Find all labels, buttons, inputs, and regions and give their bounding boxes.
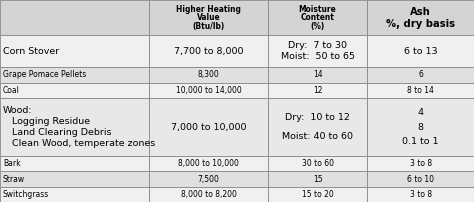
Text: Bark: Bark (3, 159, 20, 168)
Text: Coal: Coal (3, 86, 20, 95)
Bar (268, 35, 367, 67)
Text: 15: 15 (313, 175, 322, 184)
Text: 8,300: 8,300 (198, 70, 219, 79)
Bar (149, 35, 268, 67)
Text: 8,000 to 10,000: 8,000 to 10,000 (178, 159, 239, 168)
Text: 30 to 60: 30 to 60 (301, 159, 334, 168)
Bar (268, 83, 367, 98)
Text: Dry:  7 to 30: Dry: 7 to 30 (288, 41, 347, 50)
Bar (0, 35, 149, 67)
Text: 3 to 8: 3 to 8 (410, 159, 432, 168)
Bar (149, 0, 268, 35)
Text: Ash: Ash (410, 7, 431, 17)
Text: 7,000 to 10,000: 7,000 to 10,000 (171, 123, 246, 132)
Bar (0, 98, 149, 156)
Text: (Btu/lb): (Btu/lb) (192, 22, 225, 31)
Text: (%): (%) (310, 22, 325, 31)
Bar (0, 67, 149, 83)
Text: %, dry basis: %, dry basis (386, 19, 455, 28)
Text: 0.1 to 1: 0.1 to 1 (402, 137, 439, 146)
Text: Grape Pomace Pellets: Grape Pomace Pellets (3, 70, 86, 79)
Text: Wood:: Wood: (3, 106, 32, 115)
Bar (367, 171, 474, 187)
Text: 7,500: 7,500 (198, 175, 219, 184)
Text: 8,000 to 8,200: 8,000 to 8,200 (181, 190, 237, 199)
Bar (268, 0, 367, 35)
Text: Value: Value (197, 13, 220, 22)
Bar (149, 187, 268, 202)
Text: 7,700 to 8,000: 7,700 to 8,000 (174, 47, 243, 56)
Text: 4: 4 (418, 108, 424, 117)
Text: 6 to 10: 6 to 10 (407, 175, 434, 184)
Bar (149, 156, 268, 171)
Text: Corn Stover: Corn Stover (3, 47, 59, 56)
Bar (268, 156, 367, 171)
Text: Dry:  10 to 12: Dry: 10 to 12 (285, 113, 350, 122)
Bar (149, 171, 268, 187)
Bar (367, 156, 474, 171)
Text: 6: 6 (418, 70, 423, 79)
Bar (0, 171, 149, 187)
Text: Moist:  50 to 65: Moist: 50 to 65 (281, 52, 355, 61)
Bar (268, 187, 367, 202)
Text: Logging Residue: Logging Residue (3, 117, 90, 126)
Bar (0, 0, 149, 35)
Bar (268, 67, 367, 83)
Text: Switchgrass: Switchgrass (3, 190, 49, 199)
Bar (367, 0, 474, 35)
Text: 12: 12 (313, 86, 322, 95)
Bar (367, 67, 474, 83)
Text: Clean Wood, temperate zones: Clean Wood, temperate zones (3, 139, 155, 148)
Bar (367, 98, 474, 156)
Text: Content: Content (301, 13, 335, 22)
Text: 15 to 20: 15 to 20 (302, 190, 333, 199)
Text: 8: 8 (418, 123, 424, 132)
Text: 6 to 13: 6 to 13 (404, 47, 438, 56)
Text: 3 to 8: 3 to 8 (410, 190, 432, 199)
Text: 14: 14 (313, 70, 322, 79)
Text: 10,000 to 14,000: 10,000 to 14,000 (176, 86, 241, 95)
Bar (0, 187, 149, 202)
Bar (367, 35, 474, 67)
Bar (268, 171, 367, 187)
Bar (367, 83, 474, 98)
Bar (149, 98, 268, 156)
Bar (0, 83, 149, 98)
Text: Land Clearing Debris: Land Clearing Debris (3, 128, 111, 137)
Bar (367, 187, 474, 202)
Bar (268, 98, 367, 156)
Text: Higher Heating: Higher Heating (176, 5, 241, 14)
Bar (149, 83, 268, 98)
Text: Moisture: Moisture (299, 5, 337, 14)
Bar (149, 67, 268, 83)
Bar (0, 156, 149, 171)
Text: Moist: 40 to 60: Moist: 40 to 60 (282, 132, 353, 141)
Text: 8 to 14: 8 to 14 (407, 86, 434, 95)
Text: Straw: Straw (3, 175, 25, 184)
